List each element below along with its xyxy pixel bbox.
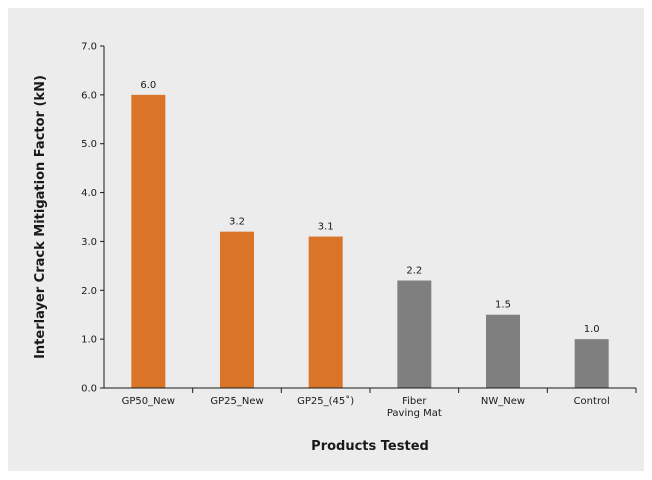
bar bbox=[131, 94, 166, 388]
bars bbox=[131, 94, 609, 388]
x-tick-label: GP50_New bbox=[122, 396, 175, 407]
bar bbox=[308, 236, 343, 388]
bar-chart: 0.0 1.0 2.0 3.0 4.0 5.0 6.0 7.0 6.0 3.2 3.1 2.2 1.5… bbox=[33, 42, 637, 454]
bar-value-label: 1.5 bbox=[495, 300, 511, 311]
y-tick-label: 6.0 bbox=[81, 90, 97, 101]
x-axis-title: Products Tested bbox=[311, 439, 429, 454]
y-axis-ticks: 0.0 1.0 2.0 3.0 4.0 5.0 6.0 7.0 bbox=[81, 42, 104, 395]
y-tick-label: 4.0 bbox=[81, 188, 97, 199]
bar-value-label: 6.0 bbox=[140, 80, 156, 91]
bar-value-label: 2.2 bbox=[406, 266, 422, 277]
y-tick-label: 0.0 bbox=[81, 384, 97, 395]
x-tick-label: NW_New bbox=[481, 396, 525, 407]
y-tick-label: 5.0 bbox=[81, 139, 97, 150]
bar bbox=[220, 231, 254, 388]
x-axis-ticks: GP50_New GP25_New GP25_(45˚) Fiber Paving Ma… bbox=[122, 388, 637, 419]
y-tick-label: 2.0 bbox=[81, 286, 97, 297]
bar bbox=[486, 314, 520, 388]
y-tick-label: 1.0 bbox=[81, 335, 97, 346]
bar bbox=[397, 280, 432, 388]
x-tick-label: Fiber Paving Mat bbox=[387, 396, 442, 419]
bar-value-label: 3.2 bbox=[229, 217, 245, 228]
chart-panel: 0.0 1.0 2.0 3.0 4.0 5.0 6.0 7.0 6.0 3.2 3.1 2.2 1.5… bbox=[8, 8, 644, 471]
x-tick-label: GP25_New bbox=[210, 396, 263, 407]
bar-value-label: 3.1 bbox=[318, 222, 334, 233]
x-tick-label: Control bbox=[574, 396, 610, 407]
bar bbox=[574, 339, 609, 388]
bar-value-label: 1.0 bbox=[584, 324, 600, 335]
value-labels: 6.0 3.2 3.1 2.2 1.5 1.0 bbox=[140, 80, 599, 335]
y-tick-label: 7.0 bbox=[81, 42, 97, 53]
y-axis-title: Interlayer Crack Mitigation Factor (kN) bbox=[33, 75, 48, 359]
y-tick-label: 3.0 bbox=[81, 237, 97, 248]
x-tick-label: GP25_(45˚) bbox=[297, 395, 354, 407]
